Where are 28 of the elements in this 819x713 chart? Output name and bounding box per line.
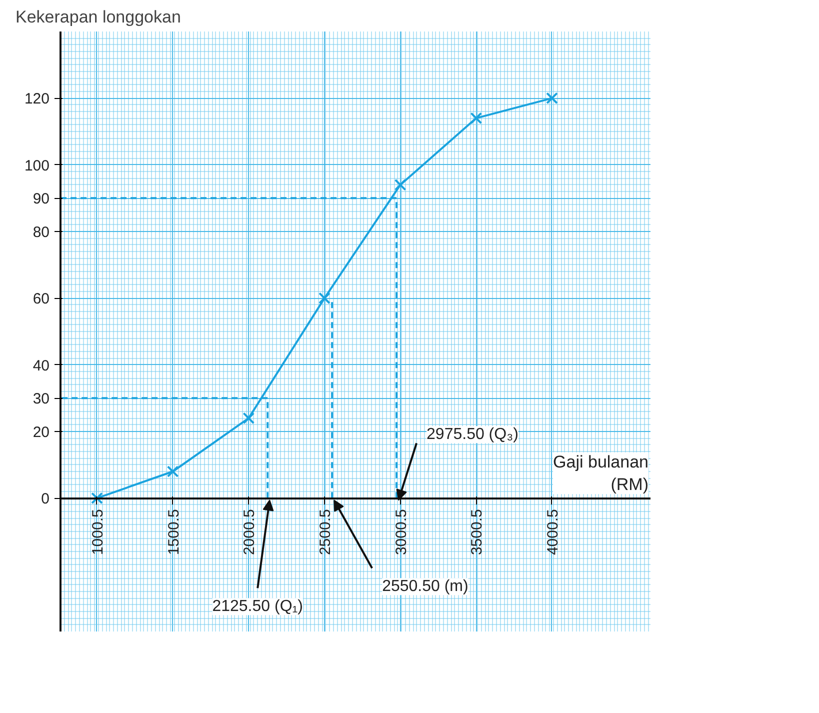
point bbox=[470, 112, 482, 124]
point bbox=[91, 492, 103, 504]
x-tick-label: 3000.5 bbox=[392, 509, 410, 556]
y-tick-label: 40 bbox=[32, 357, 50, 374]
point bbox=[166, 466, 179, 478]
point bbox=[394, 178, 406, 191]
y-tick-label: 0 bbox=[41, 490, 50, 508]
x-tick-label: 2000.5 bbox=[241, 509, 258, 556]
y-axis-title: Kekerapan longgokan bbox=[16, 8, 181, 26]
x-tick-label: 2500.5 bbox=[316, 509, 334, 556]
y-tick-label: 100 bbox=[24, 157, 50, 174]
y-tick-label: 90 bbox=[32, 190, 50, 208]
annotation: 2125.50 (Q₁) bbox=[212, 598, 303, 616]
point bbox=[242, 412, 255, 424]
x-tick-label: 1000.5 bbox=[89, 509, 106, 556]
y-tick-label: 80 bbox=[32, 224, 50, 241]
y-tick-label: 60 bbox=[32, 290, 50, 308]
point bbox=[318, 292, 330, 304]
x-tick-label: 3500.5 bbox=[468, 509, 486, 556]
x-axis-title: Gaji bulanan (RM) bbox=[553, 452, 649, 494]
x-tick-label: 4000.5 bbox=[544, 509, 562, 556]
x-tick-label: 1500.5 bbox=[165, 509, 182, 556]
annotation: 2975.50 (Q₃) bbox=[426, 426, 518, 444]
y-tick-label: 30 bbox=[32, 390, 50, 408]
y-tick-label: 120 bbox=[24, 90, 50, 108]
annotation: 2550.50 (m) bbox=[382, 578, 468, 596]
point bbox=[546, 92, 558, 104]
y-tick-label: 20 bbox=[32, 424, 50, 441]
